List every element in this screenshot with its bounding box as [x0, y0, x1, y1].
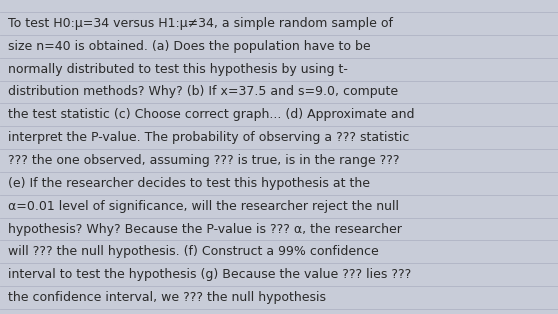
Text: interval to test the hypothesis (g) Because the value ??? lies ???: interval to test the hypothesis (g) Beca…	[8, 268, 411, 281]
Text: interpret the P-value. The probability of observing a ??? statistic: interpret the P-value. The probability o…	[8, 131, 410, 144]
Text: will ??? the null hypothesis. (f) Construct a 99% confidence: will ??? the null hypothesis. (f) Constr…	[8, 245, 379, 258]
Text: size n=40 is obtained. (a) Does the population have to be: size n=40 is obtained. (a) Does the popu…	[8, 40, 371, 53]
Text: the test statistic (c) Choose correct graph... (d) Approximate and: the test statistic (c) Choose correct gr…	[8, 108, 415, 121]
Text: normally distributed to test this hypothesis by using t-: normally distributed to test this hypoth…	[8, 62, 348, 76]
Text: hypothesis? Why? Because the P-value is ??? α, the researcher: hypothesis? Why? Because the P-value is …	[8, 223, 402, 236]
Text: (e) If the researcher decides to test this hypothesis at the: (e) If the researcher decides to test th…	[8, 177, 370, 190]
Text: To test H0:μ=34 versus H1:μ≠34, a simple random sample of: To test H0:μ=34 versus H1:μ≠34, a simple…	[8, 17, 393, 30]
Text: α=0.01 level of significance, will the researcher reject the null: α=0.01 level of significance, will the r…	[8, 200, 399, 213]
Text: distribution methods? Why? (b) If x=37.5 and s=9.0, compute: distribution methods? Why? (b) If x=37.5…	[8, 85, 398, 99]
Text: ??? the one observed, assuming ??? is true, is in the range ???: ??? the one observed, assuming ??? is tr…	[8, 154, 400, 167]
Text: the confidence interval, we ??? the null hypothesis: the confidence interval, we ??? the null…	[8, 291, 326, 304]
